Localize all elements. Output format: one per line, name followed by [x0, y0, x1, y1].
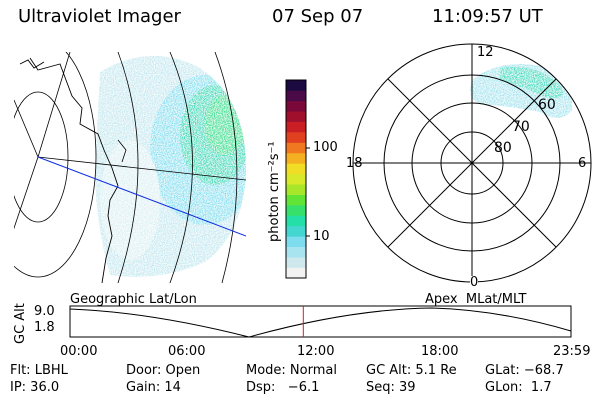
status-mode: Mode: Normal: [246, 363, 337, 378]
colorbar-segment: [286, 236, 306, 248]
colorbar-segment: [286, 215, 306, 227]
polar-clock-label-6: 6: [578, 156, 587, 171]
status-ip: IP: 36.0: [10, 380, 60, 395]
status-glon: GLon: 1.7: [485, 380, 552, 395]
colorbar-segment: [286, 142, 306, 154]
colorbar-segment: [286, 111, 306, 122]
app-title: Ultraviolet Imager: [18, 6, 181, 27]
status-filter: Flt: LBHL: [10, 363, 68, 378]
colorbar-segment: [286, 121, 306, 133]
timeline-ylabel: GC Alt: [13, 303, 28, 344]
colorbar-segment: [286, 100, 306, 112]
colorbar-segment: [286, 152, 306, 164]
colorbar-segment: [286, 184, 306, 195]
polar-clock-label-0: 0: [470, 275, 479, 290]
timeline-ytick-high: 9.0: [34, 304, 55, 319]
timeline-xtick-1200: 12:00: [297, 344, 335, 359]
polar-clock-label-18: 18: [346, 156, 363, 171]
colorbar-segment: [286, 246, 306, 258]
colorbar-segment: [286, 132, 306, 143]
colorbar-segment: [286, 163, 306, 175]
image-date: 07 Sep 07: [272, 6, 364, 27]
status-dsp: Dsp: −6.1: [246, 380, 320, 395]
colorbar-segment: [286, 257, 306, 268]
apex-panel-label: Apex MLat/MLT: [425, 292, 527, 307]
colorbar-tick-10: 10: [313, 229, 330, 244]
colorbar-segment: [286, 194, 306, 206]
polar-ring-label-80: 80: [494, 140, 512, 156]
status-gain: Gain: 14: [126, 380, 181, 395]
geographic-panel-label: Geographic Lat/Lon: [70, 292, 197, 307]
status-seq: Seq: 39: [366, 380, 416, 395]
timeline-xtick-0000: 00:00: [60, 344, 98, 359]
image-time: 11:09:57 UT: [432, 6, 543, 27]
status-gc-alt: GC Alt: 5.1 Re: [366, 363, 457, 378]
colorbar-segment: [286, 225, 306, 237]
colorbar-segment: [286, 90, 306, 102]
colorbar-frame: [285, 79, 307, 279]
polar-ring-label-70: 70: [512, 119, 530, 135]
status-glat: GLat: −68.7: [485, 363, 564, 378]
polar-clock-label-12: 12: [477, 45, 494, 60]
colorbar-segment: [286, 205, 306, 216]
colorbar-unit-label: photon cm⁻²s⁻¹: [267, 141, 282, 242]
timeline-xtick-0600: 06:00: [168, 344, 206, 359]
timeline-ytick-low: 1.8: [34, 320, 55, 335]
timeline-xtick-2359: 23:59: [553, 344, 591, 359]
polar-ring-label-60: 60: [538, 97, 556, 113]
colorbar-tick-100: 100: [313, 140, 338, 155]
colorbar-segment: [286, 173, 306, 185]
colorbar-segment: [286, 80, 306, 91]
colorbar-segment: [286, 267, 306, 279]
timeline-xtick-1800: 18:00: [421, 344, 459, 359]
status-door: Door: Open: [126, 363, 201, 378]
satellite-track-line: [37, 156, 246, 237]
